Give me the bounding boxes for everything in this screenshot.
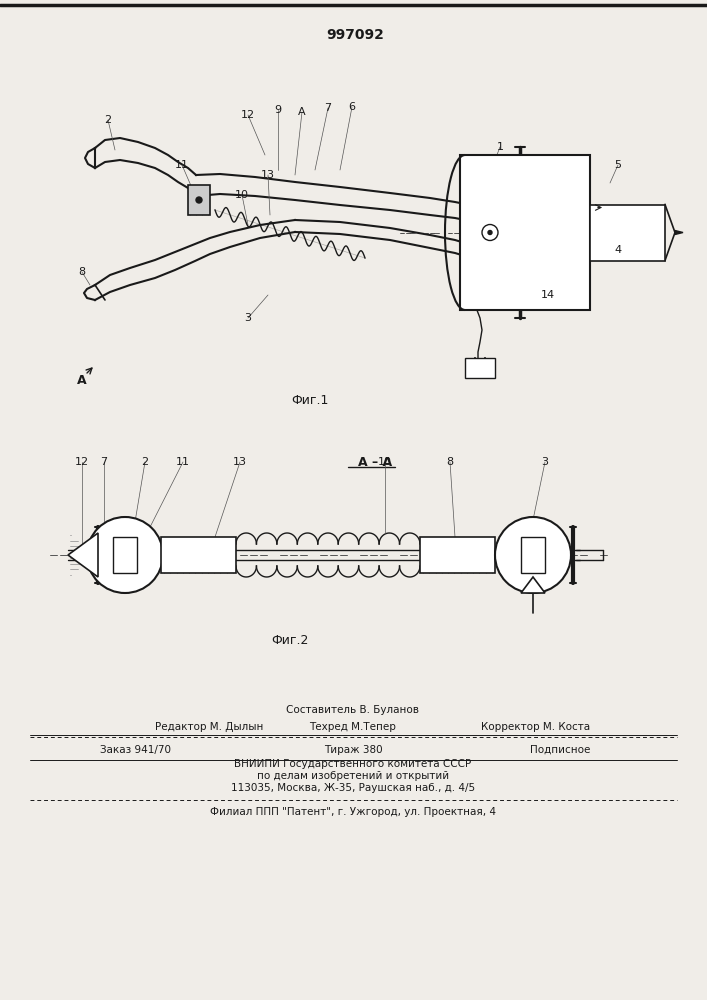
Bar <box>460 155 590 310</box>
Text: Техред М.Тепер: Техред М.Тепер <box>310 722 397 732</box>
Circle shape <box>488 231 492 234</box>
Text: 10: 10 <box>235 190 249 200</box>
Text: 14: 14 <box>541 290 555 300</box>
Text: по делам изобретений и открытий: по делам изобретений и открытий <box>257 771 449 781</box>
Text: Подписное: Подписное <box>530 745 590 755</box>
Text: Редактор М. Дылын: Редактор М. Дылын <box>155 722 264 732</box>
Text: 8: 8 <box>446 457 454 467</box>
Text: Составитель В. Буланов: Составитель В. Буланов <box>286 705 419 715</box>
Text: A: A <box>77 373 87 386</box>
Text: 10: 10 <box>378 457 392 467</box>
Text: 7: 7 <box>100 457 107 467</box>
Bar <box>590 205 665 260</box>
Text: 3: 3 <box>245 313 252 323</box>
Text: Заказ 941/70: Заказ 941/70 <box>100 745 171 755</box>
Text: 2: 2 <box>105 115 112 125</box>
Text: 6: 6 <box>349 102 356 112</box>
Text: ВНИИПИ Государственного комитета СССР: ВНИИПИ Государственного комитета СССР <box>235 759 472 769</box>
Text: 997092: 997092 <box>326 28 384 42</box>
Text: 13: 13 <box>233 457 247 467</box>
Text: 7: 7 <box>325 103 332 113</box>
Circle shape <box>196 197 202 203</box>
Bar <box>465 358 495 378</box>
Text: 11: 11 <box>175 160 189 170</box>
Circle shape <box>482 225 498 240</box>
Text: 13: 13 <box>261 170 275 180</box>
Text: 5: 5 <box>614 160 621 170</box>
Text: 8: 8 <box>78 267 86 277</box>
Text: Фиг.2: Фиг.2 <box>271 634 309 647</box>
Text: 1: 1 <box>496 142 503 152</box>
Text: 12: 12 <box>241 110 255 120</box>
Text: 9: 9 <box>274 105 281 115</box>
Text: Корректор М. Коста: Корректор М. Коста <box>481 722 590 732</box>
Text: 4: 4 <box>614 245 621 255</box>
Polygon shape <box>521 577 545 593</box>
Text: A: A <box>298 107 306 117</box>
Text: 2: 2 <box>141 457 148 467</box>
Text: Тираж 380: Тираж 380 <box>324 745 382 755</box>
Text: 11: 11 <box>176 457 190 467</box>
Text: 113035, Москва, Ж-35, Раушская наб., д. 4/5: 113035, Москва, Ж-35, Раушская наб., д. … <box>231 783 475 793</box>
Text: Фиг.1: Фиг.1 <box>291 393 329 406</box>
Text: 3: 3 <box>542 457 549 467</box>
Bar <box>420 537 495 573</box>
Bar <box>161 537 236 573</box>
Text: 12: 12 <box>75 457 89 467</box>
Circle shape <box>495 517 571 593</box>
Text: A – A: A – A <box>358 456 392 468</box>
Circle shape <box>87 517 163 593</box>
Text: Филиал ППП "Патент", г. Ужгород, ул. Проектная, 4: Филиал ППП "Патент", г. Ужгород, ул. Про… <box>210 807 496 817</box>
Bar <box>188 185 210 215</box>
Bar <box>113 537 137 573</box>
Polygon shape <box>675 231 683 234</box>
Bar <box>521 537 545 573</box>
Polygon shape <box>68 533 98 577</box>
